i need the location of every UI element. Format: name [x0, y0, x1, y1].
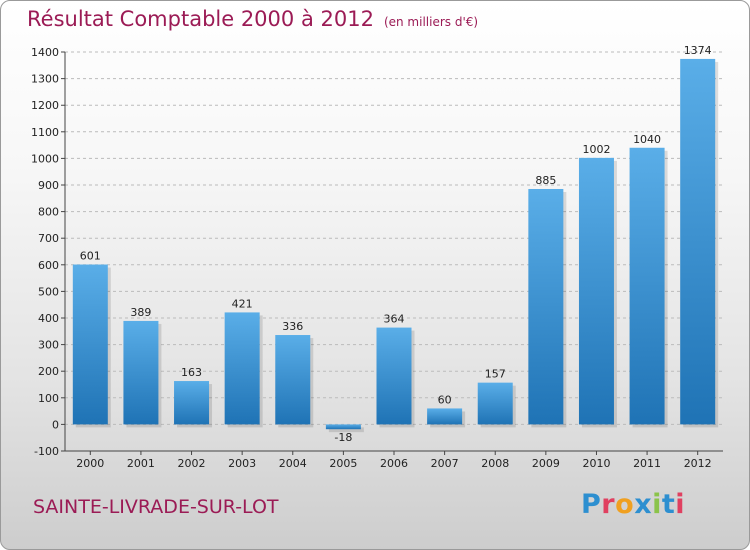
data-label: -18 [334, 431, 352, 444]
bar-2005 [325, 424, 361, 430]
y-tick-label: 100 [38, 392, 59, 405]
bar-2007 [427, 408, 463, 425]
x-tick-label: 2001 [127, 457, 155, 470]
city-name: SAINTE-LIVRADE-SUR-LOT [33, 496, 279, 518]
x-tick-label: 2000 [76, 457, 104, 470]
data-labels: 601 389 163 421 336 -18 364 60 157 885 1002 1040 137… [80, 44, 712, 444]
x-tick-label: 2009 [532, 457, 560, 470]
y-tick-label: 900 [38, 179, 59, 192]
y-tick-label: 800 [38, 206, 59, 219]
bar-2004 [275, 335, 311, 425]
bar-2000 [72, 264, 108, 425]
bar-2001 [123, 320, 159, 425]
y-tick-label: 1100 [31, 126, 59, 139]
chart-unit: (en milliers d'€) [383, 15, 479, 29]
bar-2010 [578, 157, 614, 425]
x-tick-label: 2005 [329, 457, 357, 470]
data-label: 364 [384, 313, 405, 326]
y-tick-label: 1000 [31, 152, 59, 165]
y-tick-label: 1200 [31, 99, 59, 112]
axes: -100 0 100 200 300 400 500 600 700 800 900 1000 1100… [31, 46, 723, 470]
x-tick-label: 2003 [228, 457, 256, 470]
y-tick-label: 600 [38, 259, 59, 272]
x-tick-label: 2004 [279, 457, 307, 470]
data-label: 389 [130, 306, 151, 319]
bars [72, 58, 719, 433]
data-label: 885 [535, 174, 556, 187]
x-tick-label: 2008 [481, 457, 509, 470]
bar-2008 [477, 382, 513, 425]
y-tick-label: -100 [34, 445, 59, 458]
x-tick-label: 2012 [684, 457, 712, 470]
bar-2011 [629, 147, 665, 425]
x-tick-label: 2010 [582, 457, 610, 470]
data-label: 336 [282, 320, 303, 333]
proxiti-logo: Proxiti [581, 489, 686, 520]
chart-title: Résultat Comptable 2000 à 2012 (en millie… [27, 7, 478, 31]
y-tick-label: 400 [38, 312, 59, 325]
y-tick-label: 300 [38, 339, 59, 352]
data-label: 163 [181, 366, 202, 379]
data-label: 157 [485, 368, 506, 381]
data-label: 1040 [633, 133, 661, 146]
data-label: 1002 [582, 143, 610, 156]
x-tick-label: 2006 [380, 457, 408, 470]
x-tick-label: 2007 [431, 457, 459, 470]
data-label: 60 [438, 393, 452, 406]
y-tick-label: 500 [38, 285, 59, 298]
data-label: 1374 [684, 44, 712, 57]
bar-shadow [328, 427, 364, 433]
bar-2003 [224, 312, 260, 425]
y-tick-label: 200 [38, 365, 59, 378]
y-tick-label: 0 [52, 418, 59, 431]
data-label: 421 [232, 297, 253, 310]
chart-title-text: Résultat Comptable 2000 à 2012 [27, 7, 374, 31]
bar-2012 [680, 58, 716, 425]
x-tick-label: 2011 [633, 457, 661, 470]
y-tick-label: 1300 [31, 73, 59, 86]
y-tick-label: 1400 [31, 46, 59, 59]
x-tick-label: 2002 [178, 457, 206, 470]
data-label: 601 [80, 250, 101, 263]
bar-2009 [528, 188, 564, 425]
bar-2002 [174, 381, 210, 425]
bar-2006 [376, 327, 412, 425]
y-tick-label: 700 [38, 232, 59, 245]
